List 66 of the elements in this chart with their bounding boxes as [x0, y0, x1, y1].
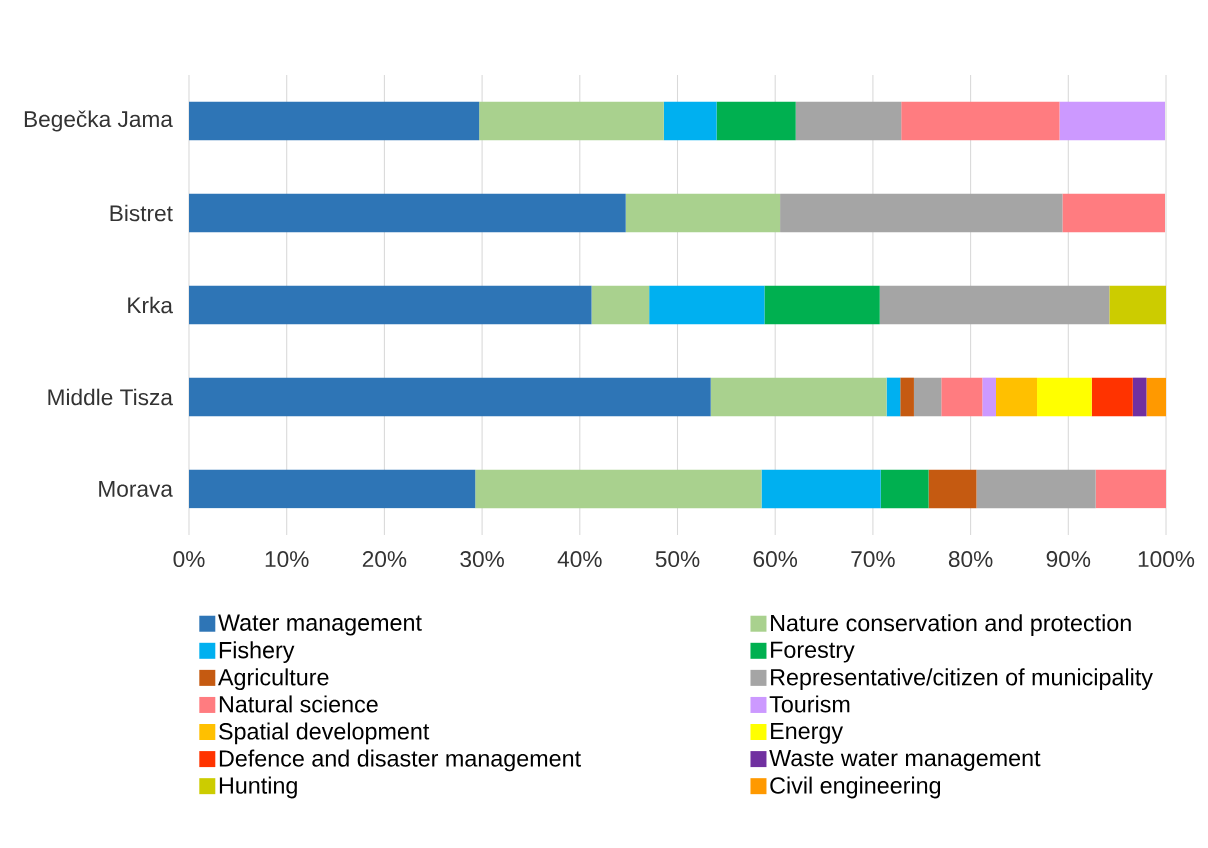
- bar: [189, 193, 626, 233]
- x-tick-label: 80%: [948, 551, 993, 568]
- bar: [1062, 193, 1166, 233]
- bar: [710, 377, 887, 417]
- y-tick-label: Morava: [99, 481, 173, 497]
- bar: [976, 469, 1096, 509]
- x-tick-label: 70%: [851, 551, 895, 568]
- legend-label: Defence and disaster management: [219, 749, 581, 772]
- x-tick-label: 90%: [1046, 551, 1091, 568]
- y-tick-label: Bistret: [110, 204, 173, 222]
- x-tick-label: 10%: [265, 551, 309, 568]
- bar: [880, 469, 929, 509]
- bar: [649, 285, 765, 325]
- x-tick-label: 20%: [362, 551, 407, 568]
- bar: [663, 101, 717, 141]
- bar: [716, 101, 796, 141]
- bar: [900, 377, 914, 417]
- bar: [475, 469, 762, 509]
- bar: [795, 101, 902, 141]
- bar: [886, 377, 901, 417]
- x-tick-label: 100%: [1138, 551, 1195, 568]
- legend-label: Agriculture: [218, 668, 329, 691]
- bar: [189, 377, 711, 417]
- bar: [928, 469, 977, 509]
- legend-label: Tourism: [769, 695, 850, 713]
- x-tick-label: 0%: [173, 551, 205, 568]
- bar: [189, 101, 480, 141]
- bar: [764, 285, 880, 325]
- bar: [761, 469, 881, 509]
- bar: [901, 101, 1060, 141]
- bar: [1037, 377, 1092, 417]
- bar: [1132, 377, 1147, 417]
- legend-label: Water management: [218, 614, 422, 636]
- bar: [479, 101, 664, 141]
- bar: [189, 285, 592, 325]
- legend-label: Fishery: [219, 641, 295, 664]
- bar: [1146, 377, 1166, 417]
- bar: [780, 193, 1063, 233]
- bar: [1109, 285, 1166, 325]
- bar: [996, 377, 1038, 417]
- x-tick-label: 40%: [557, 551, 602, 568]
- y-tick-label: Krka: [128, 296, 173, 314]
- legend-label: Spatial development: [219, 722, 430, 745]
- x-tick-label: 60%: [753, 551, 798, 568]
- legend-label: Hunting: [219, 776, 297, 799]
- x-tick-label: 30%: [460, 551, 504, 568]
- bar: [982, 377, 996, 417]
- legend-label: Natural science: [219, 695, 378, 713]
- bar: [1091, 377, 1133, 417]
- bar: [913, 377, 942, 417]
- legend-label: Forestry: [771, 641, 855, 663]
- bar: [189, 469, 476, 509]
- bar: [1095, 469, 1166, 509]
- x-tick-label: 50%: [655, 551, 700, 568]
- bar: [879, 285, 1110, 325]
- bar: [625, 193, 781, 233]
- bar: [941, 377, 983, 417]
- bar: [591, 285, 650, 325]
- legend-label: Waste water management: [769, 749, 1041, 771]
- y-tick-label: Middle Tisza: [48, 388, 173, 406]
- legend-label: Civil engineering: [770, 776, 941, 799]
- legend-label: Representative/citizen of municipality: [771, 668, 1153, 691]
- bar: [1059, 101, 1166, 141]
- legend-label: Energy: [771, 722, 844, 744]
- legend-label: Nature conservation and protection: [771, 614, 1131, 636]
- y-tick-label: Begečka Jama: [24, 110, 173, 132]
